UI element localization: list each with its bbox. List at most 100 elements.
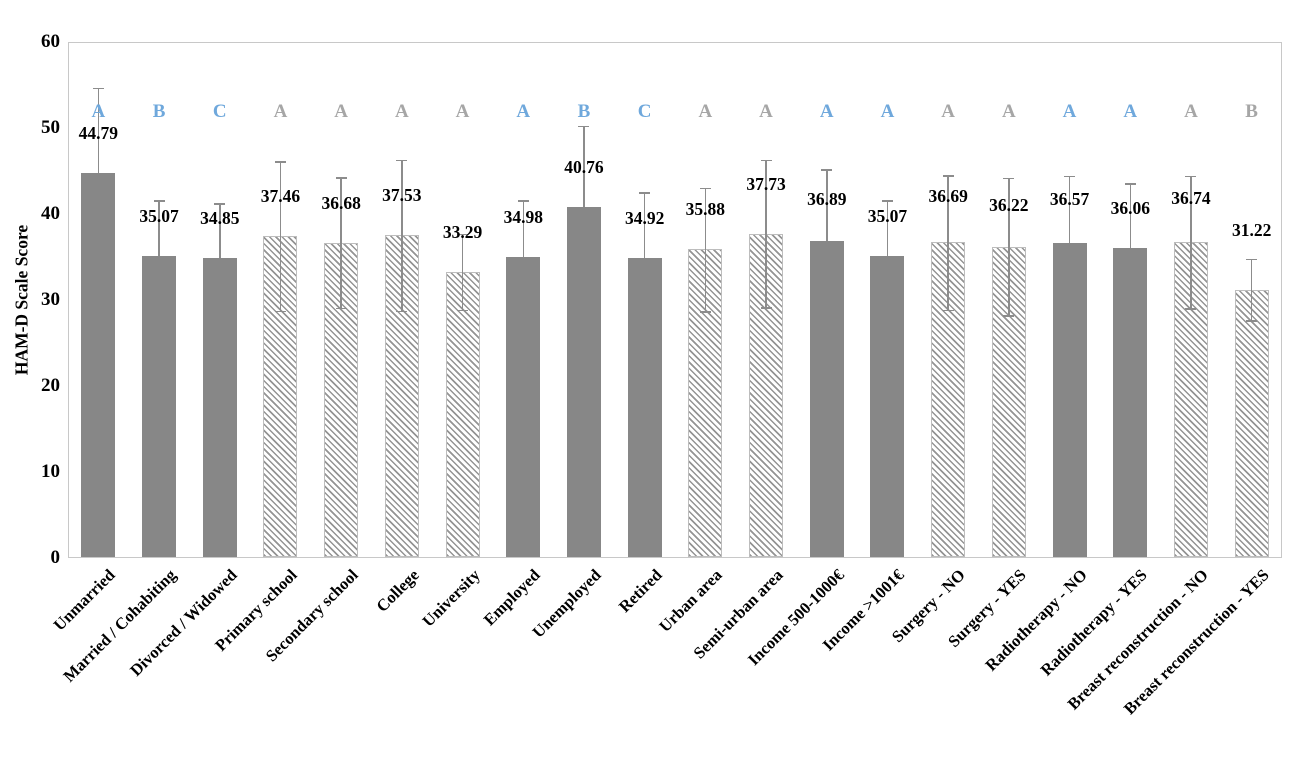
error-bar-top-cap — [153, 200, 165, 202]
bar-solid — [1113, 247, 1148, 557]
error-bar-line — [583, 125, 585, 208]
bar-solid — [506, 257, 541, 557]
significance-letter: C — [212, 101, 227, 122]
error-bar-bottom-cap — [457, 309, 469, 312]
bar-hatch — [1234, 289, 1269, 557]
bar-solid — [202, 258, 237, 557]
bar-solid — [809, 240, 844, 557]
error-bar-bottom-cap — [274, 310, 286, 313]
bar-value-label: 37.46 — [260, 185, 301, 206]
error-bar-bottom-cap — [942, 309, 954, 312]
error-bar-top-cap — [1185, 175, 1197, 178]
error-bar-line — [1190, 175, 1192, 309]
error-bar-top-cap — [1124, 183, 1136, 185]
bar-value-label: 33.29 — [442, 221, 483, 242]
bar-value-label: 36.69 — [928, 186, 968, 207]
significance-letter: C — [637, 101, 652, 122]
error-bar-line — [401, 159, 403, 311]
y-axis-tick-label: 30 — [41, 289, 60, 310]
error-bar-top-cap — [274, 161, 286, 163]
bar-hatch — [445, 271, 480, 557]
bar-solid — [566, 207, 601, 557]
error-bar-top-cap — [1064, 175, 1076, 178]
bar-value-label: 31.22 — [1231, 219, 1272, 240]
error-bar-line — [340, 177, 342, 308]
error-bar-top-cap — [1246, 258, 1258, 261]
bar-value-label: 36.57 — [1049, 189, 1090, 210]
error-bar-bottom-cap — [396, 310, 408, 313]
significance-letter: A — [698, 101, 713, 122]
significance-letter: A — [1001, 101, 1016, 122]
error-bar-bottom-cap — [335, 307, 347, 310]
error-bar-top-cap — [214, 203, 226, 205]
bar-value-label: 34.98 — [503, 207, 543, 228]
error-bar-line — [279, 161, 282, 311]
y-axis-tick-label: 60 — [41, 31, 60, 52]
error-bar-top-cap — [396, 159, 408, 162]
y-axis-tick-label: 50 — [41, 117, 60, 138]
bar-value-label: 36.89 — [807, 188, 847, 209]
error-bar-top-cap — [517, 200, 529, 202]
significance-letter: A — [819, 101, 834, 122]
bar-value-label: 35.07 — [867, 206, 908, 227]
significance-letter: B — [152, 101, 166, 122]
y-axis-tick-label: 20 — [41, 375, 60, 396]
bar-value-label: 36.06 — [1110, 197, 1150, 218]
significance-letter: B — [1245, 101, 1258, 122]
error-bar-top-cap — [578, 125, 590, 128]
error-bar-line — [1129, 183, 1131, 248]
bar-solid — [627, 257, 662, 557]
significance-letter: A — [1184, 101, 1198, 122]
error-bar-top-cap — [92, 87, 104, 90]
error-bar-bottom-cap — [1003, 315, 1015, 317]
error-bar-line — [704, 187, 707, 312]
bar-value-label: 37.53 — [382, 185, 422, 206]
y-axis-tick-label: 40 — [41, 203, 60, 224]
bar-value-label: 40.76 — [564, 157, 604, 178]
bar-value-label: 35.07 — [139, 206, 179, 227]
bar-solid — [81, 172, 116, 557]
bar-value-label: 37.73 — [746, 173, 786, 194]
bar-value-label: 35.88 — [685, 199, 726, 220]
error-bar-line — [1008, 177, 1010, 316]
bar-value-label: 36.68 — [321, 192, 361, 213]
bar-hatch — [384, 235, 419, 557]
bar-value-label: 34.85 — [200, 208, 240, 229]
error-bar-line — [522, 200, 524, 258]
error-bar-top-cap — [1003, 177, 1015, 180]
error-bar-line — [1068, 175, 1071, 244]
significance-letter: A — [273, 101, 288, 122]
bar-solid — [142, 256, 177, 557]
error-bar-top-cap — [881, 200, 893, 202]
error-bar-bottom-cap — [1246, 320, 1258, 322]
error-bar-top-cap — [699, 187, 711, 189]
significance-letter: A — [91, 101, 106, 122]
significance-letter: A — [455, 101, 470, 122]
error-bar-line — [765, 159, 767, 308]
bar-solid — [870, 256, 905, 557]
error-bar-line — [826, 169, 828, 241]
significance-letter: A — [1062, 101, 1077, 122]
error-bar-bottom-cap — [760, 307, 772, 309]
bar-value-label: 44.79 — [78, 122, 119, 143]
bar-value-label: 36.74 — [1171, 188, 1211, 209]
significance-letter: A — [880, 101, 895, 122]
significance-letter: A — [759, 101, 773, 122]
error-bar-top-cap — [335, 177, 347, 179]
y-axis-tick-label: 10 — [41, 461, 60, 482]
significance-letter: A — [394, 101, 409, 122]
bar-solid — [1052, 243, 1087, 557]
error-bar-line — [1250, 258, 1253, 321]
error-bar-bottom-cap — [1185, 308, 1197, 310]
error-bar-line — [97, 87, 100, 173]
error-bar-line — [886, 200, 889, 257]
error-bar-line — [947, 175, 949, 310]
error-bar-line — [219, 203, 221, 259]
significance-letter: A — [334, 101, 348, 122]
y-axis-tick-label: 0 — [50, 547, 61, 568]
error-bar-top-cap — [639, 192, 651, 194]
error-bar-bottom-cap — [699, 311, 711, 313]
bar-value-label: 36.22 — [989, 194, 1029, 215]
significance-letter: A — [516, 101, 531, 122]
